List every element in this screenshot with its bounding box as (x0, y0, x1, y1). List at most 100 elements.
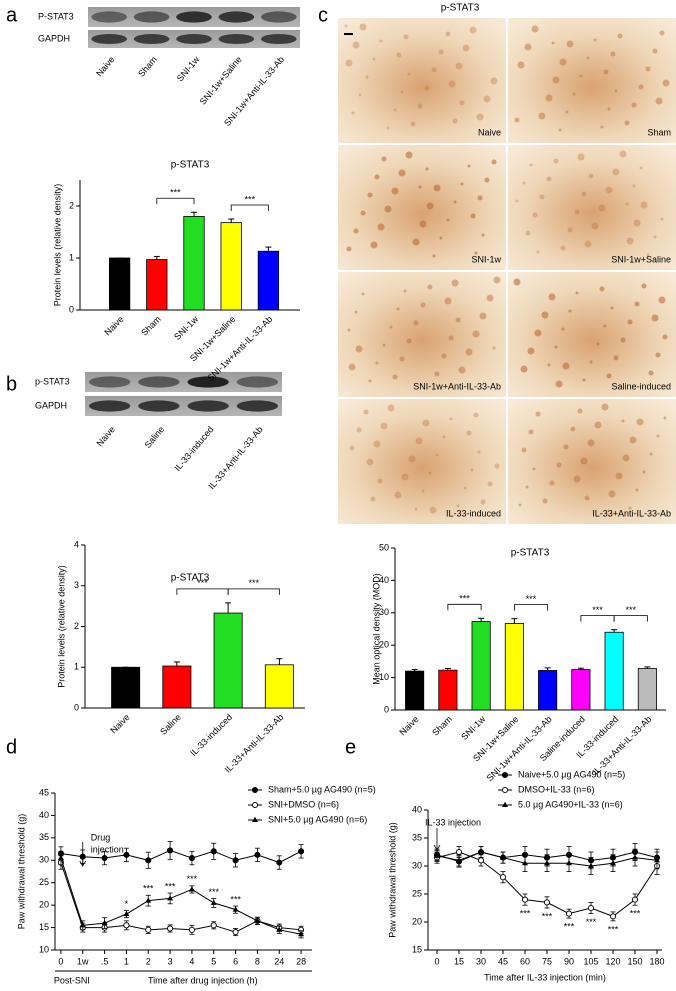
stained-cell (608, 490, 616, 498)
stained-cell (570, 426, 576, 432)
stained-cell (565, 110, 569, 114)
data-point (167, 895, 174, 901)
data-point (57, 854, 64, 861)
stained-cell (366, 458, 374, 466)
stained-cell (532, 467, 536, 471)
stained-cell (610, 51, 616, 57)
data-point (499, 874, 507, 881)
stained-cell (486, 294, 494, 302)
stained-cell (558, 128, 562, 132)
staining-image (508, 399, 676, 524)
stained-cell (542, 498, 548, 504)
stained-cell (538, 112, 546, 120)
panel-letter: c (318, 4, 328, 26)
data-point (210, 848, 217, 855)
significance-label: *** (592, 605, 603, 615)
data-point (456, 857, 462, 863)
stained-cell (422, 419, 430, 427)
stained-cell (575, 291, 579, 295)
stained-cell (646, 253, 650, 257)
legend-marker (501, 786, 509, 794)
data-point (101, 919, 108, 926)
staining-title: p-STAT3 (441, 3, 480, 14)
stained-cell (589, 360, 593, 364)
stained-cell (431, 67, 437, 73)
data-point (587, 904, 595, 912)
staining-image (338, 145, 506, 270)
data-point (79, 922, 86, 928)
stained-cell (659, 30, 665, 36)
stained-cell (601, 403, 609, 411)
data-point (145, 926, 152, 933)
bar (213, 612, 243, 709)
y-axis-label: Mean optical density (MOD) (371, 573, 381, 685)
data-point (145, 897, 152, 903)
image-label: SNI-1w (471, 254, 501, 264)
data-point (298, 848, 305, 855)
legend-marker (502, 801, 508, 807)
significance-label: *** (245, 194, 256, 204)
stained-cell (529, 163, 533, 167)
data-point (101, 854, 108, 862)
stained-cell (380, 422, 388, 430)
data-point (631, 896, 639, 903)
y-tick-label: 10 (379, 672, 389, 682)
y-tick-label: 1 (74, 662, 79, 672)
panel-letter: a (6, 4, 18, 26)
staining-image (508, 272, 676, 397)
significance-label: *** (520, 909, 531, 919)
x-tick-label: 180 (649, 956, 664, 966)
blot-lane-label: IL-33+Anti-IL-33-Ab (206, 424, 264, 491)
significance-bracket (513, 604, 549, 611)
significance-bracket (176, 588, 229, 595)
stained-cell (548, 293, 556, 301)
significance-bracket (227, 588, 280, 595)
data-point (167, 847, 174, 854)
stained-cell (377, 478, 383, 484)
chart-title: p-STAT3 (171, 573, 210, 584)
stained-cell (445, 31, 451, 37)
annotation: IL-33 injection (425, 817, 481, 827)
stained-cell (600, 125, 604, 129)
y-tick-label: 40 (379, 575, 389, 585)
y-tick-label: 15 (39, 922, 49, 932)
stained-cell (386, 126, 390, 130)
stained-cell (631, 102, 637, 108)
y-tick-label: 20 (379, 640, 389, 650)
blot-lane-label: SNI-1w+Saline (198, 54, 244, 106)
stained-cell (547, 363, 551, 367)
stained-cell (432, 254, 436, 258)
significance-label: *** (170, 188, 181, 198)
x-tick-label: 24 (274, 956, 284, 966)
stained-cell (427, 284, 433, 290)
stained-cell (655, 352, 661, 358)
stained-cell (476, 113, 484, 121)
bar (257, 250, 280, 311)
stained-cell (541, 311, 549, 319)
stained-cell (403, 289, 407, 293)
data-point (123, 851, 130, 858)
bar (405, 670, 425, 711)
staining-image (508, 145, 676, 270)
stained-cell (346, 246, 352, 252)
bar (438, 669, 458, 711)
blot-band (88, 376, 131, 388)
staining-image (338, 399, 506, 524)
stained-cell (382, 343, 386, 347)
y-axis-label: Paw withdrawal threshold (g) (387, 822, 397, 938)
stained-cell (610, 306, 614, 310)
data-point (254, 917, 261, 923)
data-point (123, 910, 130, 917)
image-label: Naive (478, 127, 501, 137)
stained-cell (352, 41, 360, 49)
x-tick-label: 8 (255, 956, 260, 966)
stained-cell (532, 212, 538, 218)
stained-cell (370, 496, 376, 502)
stained-cell (566, 40, 574, 48)
blot-row-label: P-STAT3 (38, 11, 74, 21)
y-tick-label: 2 (74, 621, 79, 631)
bar (220, 222, 242, 311)
stained-cell (625, 202, 629, 206)
x-tick-label: Sham (139, 314, 163, 338)
data-point (188, 886, 195, 892)
